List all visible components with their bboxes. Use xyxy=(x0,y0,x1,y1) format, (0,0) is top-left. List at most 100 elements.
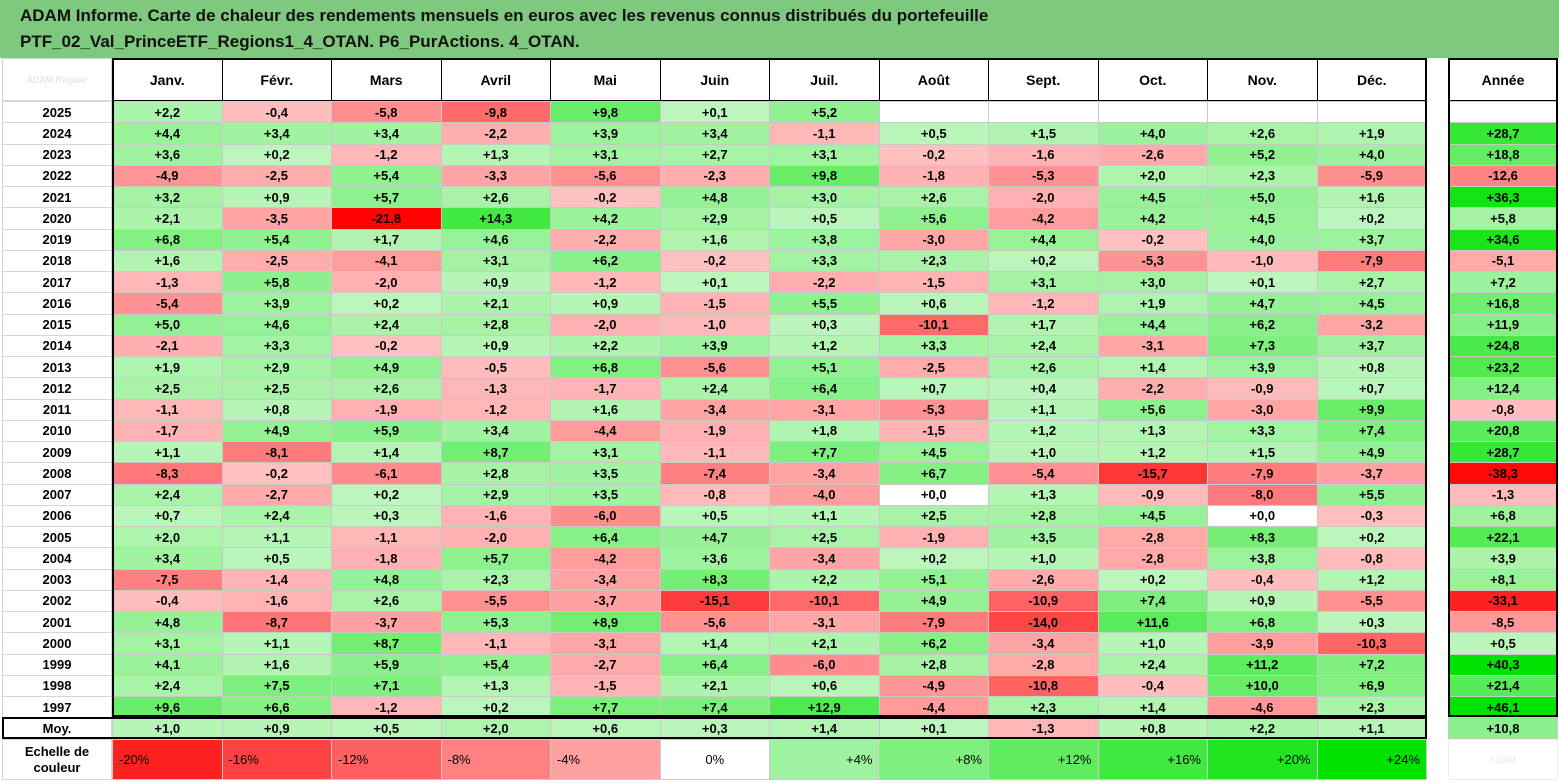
month-return-cell: +1,5 xyxy=(1207,441,1318,464)
month-return-cell: +2,1 xyxy=(769,632,880,655)
average-cell: +1,4 xyxy=(769,717,880,740)
month-return-cell: -1,8 xyxy=(878,164,989,187)
month-return-cell: +5,0 xyxy=(1207,186,1318,209)
report-header: ADAM Informe. Carte de chaleur des rende… xyxy=(0,0,1559,58)
month-return-cell: +2,0 xyxy=(112,526,223,549)
month-return-cell: -3,3 xyxy=(440,164,551,187)
month-return-cell: +10,0 xyxy=(1207,674,1318,697)
month-return-cell: +1,0 xyxy=(988,547,1099,570)
month-return-cell: -7,9 xyxy=(1207,462,1318,485)
year-label: 2022 xyxy=(2,164,112,187)
month-return-cell: -5,3 xyxy=(1097,249,1208,272)
month-return-cell: +4,0 xyxy=(1097,122,1208,145)
month-return-cell: -2,5 xyxy=(878,356,989,379)
month-return-cell: +3,2 xyxy=(112,186,223,209)
annual-return-cell: +7,2 xyxy=(1448,271,1558,294)
month-return-cell: +0,5 xyxy=(659,504,770,527)
month-return-cell: -14,0 xyxy=(988,611,1099,634)
year-label: 2024 xyxy=(2,122,112,145)
month-return-cell: +0,6 xyxy=(878,292,989,315)
month-return-cell: -1,2 xyxy=(988,292,1099,315)
month-return-cell: +4,2 xyxy=(550,207,661,230)
month-return-cell: -2,0 xyxy=(988,186,1099,209)
average-cell: +1,1 xyxy=(1316,717,1427,740)
month-return-cell: -3,0 xyxy=(1207,398,1318,421)
month-return-cell: +7,2 xyxy=(1316,653,1427,676)
month-return-cell: +3,3 xyxy=(1207,419,1318,442)
month-return-cell: +1,6 xyxy=(1316,186,1427,209)
month-return-cell: +4,5 xyxy=(878,441,989,464)
report-title-line-1: ADAM Informe. Carte de chaleur des rende… xyxy=(20,6,989,25)
month-return-cell: +7,4 xyxy=(1316,419,1427,442)
year-label: 2000 xyxy=(2,632,112,655)
scale-swatch: -16% xyxy=(221,739,332,781)
month-return-cell: +1,4 xyxy=(1097,356,1208,379)
month-return-cell: -4,4 xyxy=(550,419,661,442)
month-return-cell xyxy=(1316,101,1427,124)
month-return-cell: +1,5 xyxy=(988,122,1099,145)
month-return-cell: +0,5 xyxy=(769,207,880,230)
month-return-cell: -10,1 xyxy=(878,313,989,336)
month-return-cell: -2,1 xyxy=(112,334,223,357)
month-return-cell: +5,9 xyxy=(331,653,442,676)
year-label: 2020 xyxy=(2,207,112,230)
month-return-cell: +6,4 xyxy=(659,653,770,676)
month-return-cell: +1,7 xyxy=(331,228,442,251)
month-return-cell: -1,2 xyxy=(331,143,442,166)
month-return-cell: +3,5 xyxy=(550,483,661,506)
month-return-cell: +0,2 xyxy=(1097,568,1208,591)
month-return-cell: +7,7 xyxy=(550,696,661,719)
month-return-cell: -1,0 xyxy=(1207,249,1318,272)
month-return-cell: +6,6 xyxy=(221,696,332,719)
year-label: 2008 xyxy=(2,462,112,485)
month-return-cell: +12,9 xyxy=(769,696,880,719)
month-return-cell: -4,6 xyxy=(1207,696,1318,719)
annual-return-cell xyxy=(1448,101,1558,124)
month-return-cell: +7,1 xyxy=(331,674,442,697)
month-return-cell: -1,5 xyxy=(550,674,661,697)
month-return-cell: +0,2 xyxy=(1316,526,1427,549)
month-return-cell: -0,2 xyxy=(331,334,442,357)
month-return-cell: +2,8 xyxy=(988,504,1099,527)
month-return-cell: +0,2 xyxy=(331,292,442,315)
month-return-cell: +1,3 xyxy=(988,483,1099,506)
month-return-cell: +1,1 xyxy=(769,504,880,527)
month-return-cell: +2,6 xyxy=(331,377,442,400)
month-return-cell: +1,9 xyxy=(1316,122,1427,145)
month-return-cell: +1,9 xyxy=(112,356,223,379)
month-return-cell: +2,6 xyxy=(331,589,442,612)
month-return-cell: +4,2 xyxy=(1097,207,1208,230)
month-return-cell: -2,2 xyxy=(769,271,880,294)
year-label: 2010 xyxy=(2,419,112,442)
annual-return-cell: +34,6 xyxy=(1448,228,1558,251)
month-return-cell: +2,7 xyxy=(1316,271,1427,294)
month-return-cell: +2,8 xyxy=(878,653,989,676)
month-return-cell: +4,9 xyxy=(221,419,332,442)
month-return-cell: -1,1 xyxy=(769,122,880,145)
annual-return-cell: +18,8 xyxy=(1448,143,1558,166)
year-label: 2025 xyxy=(2,101,112,124)
month-return-cell: +3,1 xyxy=(440,249,551,272)
month-return-cell: -1,6 xyxy=(221,589,332,612)
month-return-cell: +5,1 xyxy=(878,568,989,591)
annual-return-cell: -0,8 xyxy=(1448,398,1558,421)
month-return-cell: -4,0 xyxy=(769,483,880,506)
month-return-cell: +4,0 xyxy=(1207,228,1318,251)
average-cell: +0,3 xyxy=(659,717,770,740)
month-return-cell: +4,4 xyxy=(112,122,223,145)
month-return-cell: +8,7 xyxy=(331,632,442,655)
month-return-cell: +0,7 xyxy=(112,504,223,527)
month-return-cell: +3,4 xyxy=(112,547,223,570)
month-header: Juin xyxy=(659,58,770,101)
month-return-cell: +7,5 xyxy=(221,674,332,697)
month-header: Mars xyxy=(331,58,442,101)
scale-swatch: +20% xyxy=(1207,739,1318,781)
month-return-cell: -0,4 xyxy=(1207,568,1318,591)
month-return-cell: +4,8 xyxy=(331,568,442,591)
month-return-cell: +3,3 xyxy=(221,334,332,357)
month-return-cell: -2,0 xyxy=(550,313,661,336)
year-label: 2009 xyxy=(2,441,112,464)
year-label: 2017 xyxy=(2,271,112,294)
year-label: 2021 xyxy=(2,186,112,209)
month-return-cell: +4,6 xyxy=(221,313,332,336)
